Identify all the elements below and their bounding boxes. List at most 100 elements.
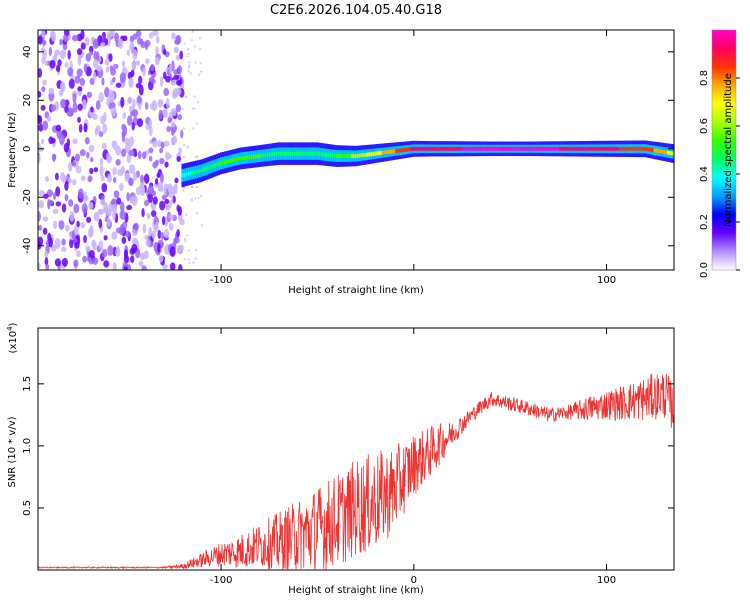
noise-speck xyxy=(168,222,174,231)
y-tick-label: 0 xyxy=(22,146,33,152)
snr-frame xyxy=(37,327,675,571)
noise-speck xyxy=(93,211,100,222)
noise-speck xyxy=(188,261,191,265)
noise-speck xyxy=(72,102,78,113)
noise-speck xyxy=(140,41,146,49)
noise-speck xyxy=(157,139,162,147)
y-tick-label: 0.5 xyxy=(22,500,33,516)
noise-speck xyxy=(55,186,61,197)
noise-speck xyxy=(77,86,83,92)
noise-speck xyxy=(93,167,99,173)
noise-speck xyxy=(189,72,192,75)
noise-speck xyxy=(92,113,98,120)
noise-speck xyxy=(132,171,138,181)
noise-speck xyxy=(165,153,172,160)
noise-speck xyxy=(112,76,116,83)
noise-speck xyxy=(192,127,195,130)
noise-speck xyxy=(190,199,193,202)
snr-y-label: SNR (10 * v/v) xyxy=(7,416,18,487)
noise-speck xyxy=(52,192,57,200)
noise-speck xyxy=(146,212,151,220)
noise-speck xyxy=(54,49,61,56)
noise-speck xyxy=(83,235,87,244)
noise-speck xyxy=(68,199,74,207)
noise-speck xyxy=(38,236,44,247)
noise-speck xyxy=(111,231,118,240)
noise-speck xyxy=(141,265,147,270)
noise-speck xyxy=(72,138,78,145)
noise-speck xyxy=(140,174,144,184)
noise-speck xyxy=(150,78,156,85)
noise-speck xyxy=(88,144,95,153)
noise-speck xyxy=(78,123,83,133)
noise-speck xyxy=(99,157,104,167)
noise-speck xyxy=(182,127,186,130)
noise-speck xyxy=(175,55,180,61)
noise-speck xyxy=(173,69,178,75)
noise-speck xyxy=(150,210,157,218)
noise-speck xyxy=(156,172,161,179)
noise-speck xyxy=(79,149,86,157)
noise-speck xyxy=(137,150,142,160)
noise-speck xyxy=(101,248,108,258)
noise-speck xyxy=(81,203,88,214)
noise-speck xyxy=(76,250,81,258)
noise-speck xyxy=(162,71,167,80)
noise-speck xyxy=(183,156,186,159)
noise-speck xyxy=(143,250,149,260)
noise-speck xyxy=(199,61,202,65)
noise-speck xyxy=(152,196,158,205)
noise-speck xyxy=(119,201,125,212)
noise-speck xyxy=(38,68,43,78)
noise-speck xyxy=(104,58,110,66)
noise-speck xyxy=(123,254,129,264)
noise-speck xyxy=(154,159,159,167)
noise-speck xyxy=(193,95,196,98)
noise-speck xyxy=(145,58,150,65)
noise-speck xyxy=(95,100,101,110)
noise-speck xyxy=(106,31,114,38)
y-tick-label: -20 xyxy=(22,189,33,205)
noise-speck xyxy=(67,162,73,172)
noise-speck xyxy=(147,185,155,195)
noise-speck xyxy=(131,243,138,253)
noise-speck xyxy=(101,77,105,86)
noise-speck xyxy=(198,73,201,76)
x-tick-label: 100 xyxy=(597,575,616,586)
noise-speck xyxy=(115,247,121,257)
noise-speck xyxy=(95,125,101,134)
noise-speck xyxy=(63,142,69,153)
noise-speck xyxy=(121,236,127,244)
noise-speck xyxy=(128,164,136,174)
noise-speck xyxy=(139,182,145,192)
noise-speck xyxy=(106,217,111,227)
noise-speck xyxy=(120,148,127,157)
noise-speck xyxy=(77,54,82,66)
noise-speck xyxy=(182,189,185,192)
noise-speck xyxy=(40,104,46,111)
noise-speck xyxy=(123,125,128,136)
noise-speck xyxy=(124,172,131,182)
noise-speck xyxy=(186,48,189,51)
noise-speck xyxy=(92,257,99,265)
noise-speck xyxy=(96,65,103,72)
noise-speck xyxy=(121,60,126,67)
noise-speck xyxy=(161,215,166,226)
noise-speck xyxy=(83,63,88,73)
noise-speck xyxy=(120,96,125,108)
noise-speck xyxy=(172,135,177,144)
noise-speck xyxy=(187,52,190,56)
noise-speck xyxy=(103,111,107,123)
noise-speck xyxy=(191,30,194,33)
noise-speck xyxy=(164,198,170,205)
noise-speck xyxy=(74,241,80,249)
noise-speck xyxy=(38,115,43,125)
noise-speck xyxy=(41,138,45,145)
noise-speck xyxy=(183,257,186,261)
noise-speck xyxy=(106,152,111,163)
noise-speck xyxy=(142,223,147,234)
noise-speck xyxy=(177,114,183,121)
noise-speck xyxy=(77,103,83,111)
noise-speck xyxy=(116,197,122,205)
noise-speck xyxy=(174,185,178,194)
